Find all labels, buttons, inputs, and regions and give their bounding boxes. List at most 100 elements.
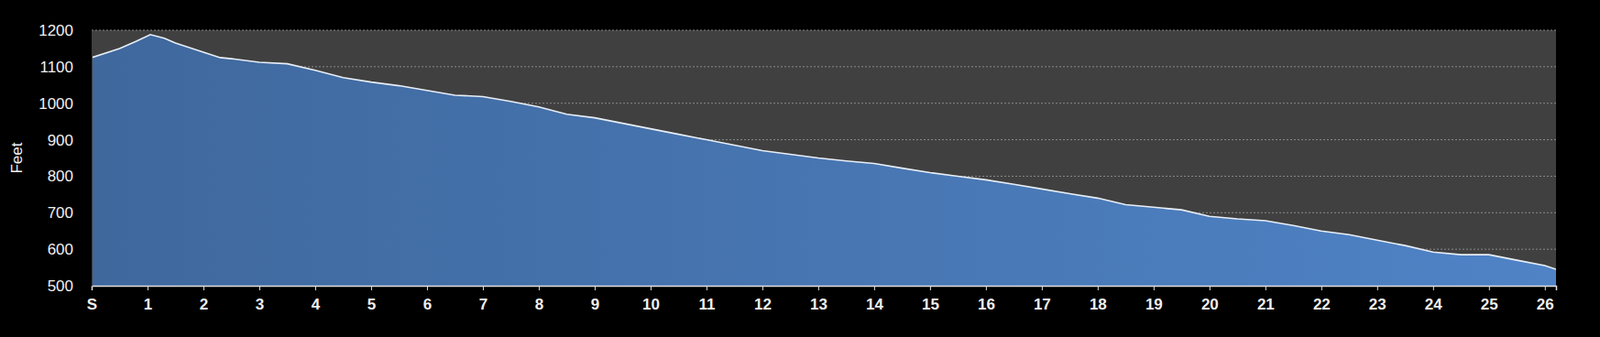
tick: 9 [591,285,600,314]
tick: 26 [1536,285,1555,314]
tick-label: 1 [143,295,153,314]
tick-label: 2 [199,295,209,314]
tick-label: 1200 [38,21,74,40]
chart: S123456789101112131415161718192021222324… [0,0,1600,337]
tick-label: 1000 [38,95,74,113]
tick-mark [1153,285,1155,291]
tick: 15 [921,285,940,314]
tick-mark [147,285,149,291]
tick-label: 19 [1145,295,1163,314]
tick-mark [371,285,373,291]
tick: 1200 [38,21,92,40]
grid-line [91,30,1557,32]
tick: 5 [367,285,376,314]
tick: 3 [255,285,264,314]
tick: 1100 [39,58,92,77]
tick: 2 [199,285,209,314]
tick-label: 21 [1257,295,1275,314]
tick-label: 7 [479,295,488,314]
elevation-line [91,34,1557,270]
tick: 24 [1424,285,1443,314]
tick-mark [1489,285,1491,291]
marks [91,34,1557,286]
tick-mark [1265,285,1267,291]
tick-mark [1545,285,1546,291]
tick-label: 6 [423,295,432,314]
tick: 700 [47,204,92,222]
tick: 20 [1201,285,1219,314]
tick: 1000 [38,95,92,113]
tick: 21 [1257,285,1275,314]
tick-mark [427,285,428,291]
tick: S [87,285,98,314]
tick-label: 5 [367,295,376,314]
tick-label: 11 [698,295,715,314]
plot: S123456789101112131415161718192021222324… [38,21,1557,314]
tick-mark [594,285,596,291]
tick-mark [538,285,540,291]
tick: 800 [47,167,92,186]
tick-mark [1321,285,1323,291]
tick-label: 17 [1033,295,1052,314]
tick-mark [1041,285,1043,291]
y-axis: 500 600 700 800 900 1000 1100 1200 [38,21,92,296]
tick-label: 25 [1480,295,1499,314]
tick-label: 900 [47,131,74,150]
plot-background [91,30,1557,286]
tick-label: 4 [311,295,321,314]
tick-mark [203,285,205,291]
tick: 1 [143,285,153,314]
x-axis: S123456789101112131415161718192021222324… [87,285,1557,314]
tick: 11 [698,285,715,314]
y-axis-title: Feet [8,142,26,174]
tick: 13 [810,285,828,314]
tick-label: 10 [642,295,660,314]
tick-label: 9 [591,295,600,314]
tick-label: 26 [1536,295,1555,314]
tick-label: 23 [1369,295,1387,314]
tick-label: 22 [1313,295,1331,314]
tick: 18 [1089,285,1107,314]
tick: 600 [47,241,92,259]
tick-mark [259,285,261,291]
tick-mark [1377,285,1379,291]
tick: 10 [642,285,660,314]
tick: 7 [479,285,488,314]
tick-label: 600 [47,241,74,259]
axis-line [92,286,1557,292]
tick-label: 1100 [39,58,74,77]
tick-label: 700 [47,204,74,222]
elevation-area [91,34,1557,286]
tick: 25 [1480,285,1499,314]
tick-label: 8 [535,295,544,314]
tick-mark [1209,285,1211,291]
tick-label: 800 [47,167,74,186]
tick-label: 16 [977,295,996,314]
tick: 19 [1145,285,1163,314]
grid [91,30,1557,286]
tick-mark [874,285,876,291]
tick-label: 18 [1089,295,1107,314]
tick-mark [1097,285,1099,291]
tick-label: 20 [1201,295,1219,314]
tick-label: 3 [255,295,264,314]
tick: 16 [977,285,996,314]
tick: 6 [423,285,432,314]
grid-line [91,65,1557,67]
tick: 500 [47,277,92,296]
tick-mark [315,285,317,291]
tick: 12 [754,285,772,314]
tick-label: 500 [47,277,74,296]
tick-label: 12 [754,295,772,314]
tick: 17 [1033,285,1052,314]
tick: 14 [865,285,884,314]
tick-mark [818,285,820,291]
tick-mark [986,285,987,291]
tick: 22 [1313,285,1331,314]
tick-mark [1433,285,1435,291]
axis-line [91,31,93,287]
tick-mark [706,285,708,291]
tick-mark [762,285,764,291]
tick-mark [482,285,484,291]
tick-label: 24 [1424,295,1443,314]
